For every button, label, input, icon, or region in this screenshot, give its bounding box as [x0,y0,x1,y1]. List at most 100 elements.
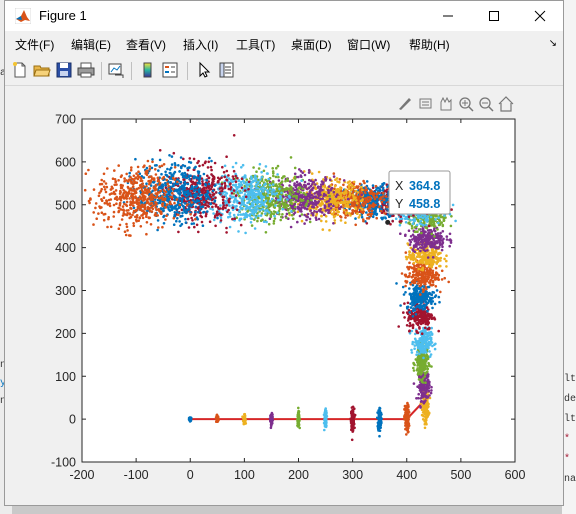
scatter-point [327,211,330,215]
scatter-point [323,186,327,189]
scatter-point [440,243,444,246]
scatter-point [300,175,303,178]
scatter-point [437,252,441,255]
scatter-point [352,422,356,426]
scatter-point [333,214,337,218]
scatter-point [432,316,436,319]
maximize-button[interactable] [471,1,517,31]
scatter-cluster [214,413,220,424]
edit-plot-icon[interactable] [195,61,213,79]
scatter-point [417,392,421,396]
menu-tools[interactable]: 工具(T) [236,38,276,52]
menu-edit[interactable]: 编辑(E) [71,38,111,52]
scatter-point [404,273,408,277]
zoom-in-icon[interactable] [459,97,474,112]
home-icon[interactable] [498,96,514,112]
title-bar[interactable]: Figure 1 [5,1,563,31]
scatter-point [332,175,336,178]
scatter-point [343,201,347,205]
link-plot-icon[interactable] [107,61,125,79]
scatter-point [311,212,315,215]
scatter-point [425,236,429,239]
scatter-point [411,324,415,327]
scatter-point [381,186,385,190]
scatter-point [420,371,423,375]
scatter-point [426,367,430,371]
scatter-point [427,340,431,344]
scatter-point [430,302,433,305]
scatter-point [417,396,420,400]
save-icon[interactable] [55,61,73,79]
scatter-point [299,169,303,173]
scatter-point [309,209,313,212]
scatter-point [425,408,429,411]
menu-view[interactable]: 查看(V) [126,38,166,52]
scatter-point [436,276,440,280]
scatter-point [290,204,294,208]
scatter-point [318,194,321,197]
scatter-point [316,205,319,209]
scatter-point [321,228,325,231]
data-tips-icon[interactable] [419,98,432,109]
scatter-point [364,220,367,223]
scatter-point [330,186,334,190]
scatter-point [406,403,410,406]
plot-svg[interactable]: -200 -100 0 100 200 300 400 500 600-100010020030… [5,87,561,506]
scatter-point [297,175,300,179]
scatter-point [419,219,423,223]
scatter-point [408,331,412,335]
scatter-point [408,287,411,290]
scatter-point [301,203,305,206]
scatter-point [404,255,408,259]
scatter-point [298,214,302,218]
scatter-point [406,275,410,279]
scatter-point [334,195,338,198]
scatter-point [405,433,408,436]
scatter-point [330,212,334,216]
scatter-point [306,182,310,186]
menu-window[interactable]: 窗口(W) [347,38,391,52]
scatter-point [407,221,410,225]
close-button[interactable] [517,1,563,31]
menu-file[interactable]: 文件(F) [15,38,55,52]
scatter-point [370,189,373,192]
scatter-point [361,208,364,211]
scatter-point [361,198,364,201]
print-icon[interactable] [77,61,95,79]
scatter-point [423,375,427,378]
scatter-point [427,285,431,289]
new-figure-icon[interactable] [11,61,29,79]
scatter-point [332,204,335,208]
scatter-point [381,182,384,186]
open-file-icon[interactable] [33,61,51,79]
scatter-point [426,375,430,378]
scatter-point [412,261,416,265]
menu-insert[interactable]: 插入(I) [183,38,219,52]
legend-icon[interactable] [161,61,179,79]
colorbar-icon[interactable] [139,61,157,79]
menu-dock-arrow-icon[interactable]: ↘ [548,38,557,49]
scatter-point [382,191,385,195]
scatter-point [421,272,425,276]
scatter-point [424,300,428,304]
scatter-point [331,196,335,200]
pan-icon[interactable] [440,96,452,111]
brush-icon[interactable] [399,98,411,110]
scatter-point [333,184,337,188]
zoom-out-icon[interactable] [479,97,494,112]
menu-help[interactable]: 帮助(H) [409,38,450,52]
scatter-point [310,188,314,191]
scatter-point [430,274,433,278]
scatter-point [430,265,434,269]
scatter-point [305,218,308,222]
scatter-point [339,215,343,219]
menu-desktop[interactable]: 桌面(D) [291,38,332,52]
scatter-point [305,207,309,211]
scatter-point [416,247,420,251]
property-inspector-icon[interactable] [217,61,235,79]
scatter-point [424,329,427,332]
scatter-point [417,228,421,231]
minimize-button[interactable] [425,1,471,31]
scatter-point [431,269,435,273]
scatter-point [355,199,358,202]
